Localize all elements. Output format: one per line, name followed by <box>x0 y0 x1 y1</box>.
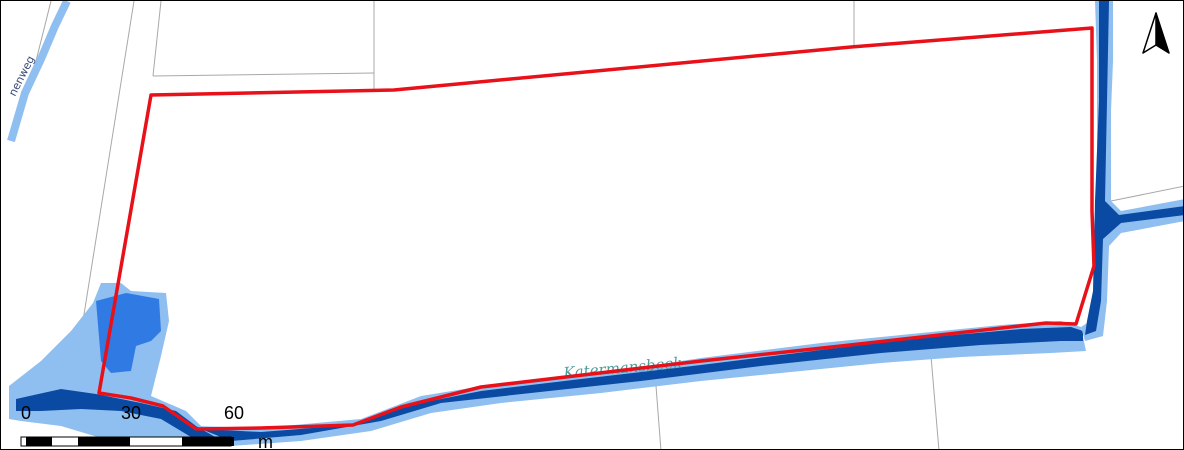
street: nenweg <box>6 1 71 143</box>
scale-tick-label-0: 0 <box>21 403 31 423</box>
scale-bar: 0 30 60 m <box>20 403 273 450</box>
north-arrow-icon <box>1142 12 1170 54</box>
scale-segment <box>26 437 52 446</box>
water-area-left <box>9 283 231 446</box>
scale-unit-label: m <box>258 432 273 450</box>
scale-segment <box>182 437 234 446</box>
east-channel <box>1081 1 1183 341</box>
parcel-outline <box>97 26 1096 431</box>
scale-tick-label-60: 60 <box>224 403 244 423</box>
scale-tick-label-30: 30 <box>121 403 141 423</box>
scale-segment <box>78 437 130 446</box>
stream <box>196 321 1086 446</box>
